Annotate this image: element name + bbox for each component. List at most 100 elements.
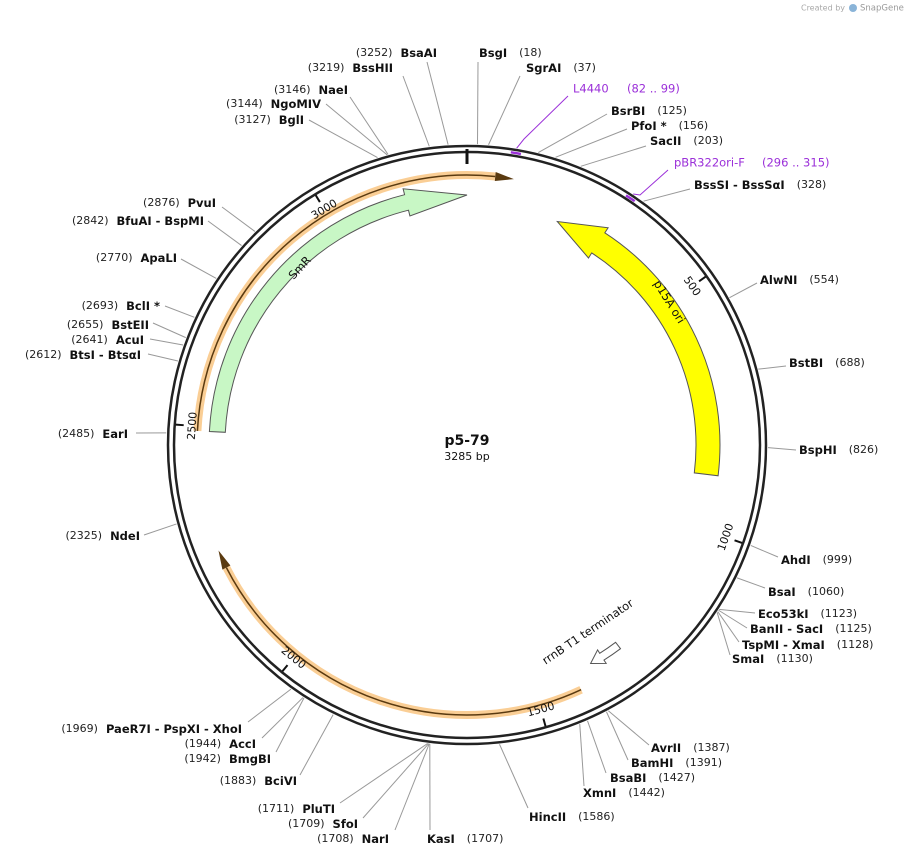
primer-name: pBR322ori-F <box>674 156 745 170</box>
site-label: (3144) NgoMIV <box>226 97 321 111</box>
site-name: SfoI <box>333 817 358 831</box>
site-leader <box>275 697 305 753</box>
site-label: BstBI (688) <box>789 356 865 370</box>
site-position: (1969) <box>61 722 98 735</box>
site-leader <box>717 611 740 643</box>
feature-highlight <box>222 565 583 719</box>
site-leader <box>149 338 184 346</box>
tick-mark <box>734 539 743 544</box>
site-position: (125) <box>657 104 687 117</box>
site-name: AhdI <box>781 553 811 567</box>
site-position: (1130) <box>776 652 813 665</box>
site-leader <box>402 75 430 147</box>
site-name: PaeR7I - PspXI - XhoI <box>106 722 242 736</box>
site-label: TspMI - XmaI (1128) <box>742 638 873 652</box>
site-leader <box>394 743 430 831</box>
site-label: AvrII (1387) <box>651 741 730 755</box>
tick-mark <box>281 664 289 672</box>
site-position: (2612) <box>25 348 62 361</box>
site-name: BsrBI <box>611 104 645 118</box>
site-position: (1060) <box>808 585 845 598</box>
site-name: NgoMIV <box>271 97 321 111</box>
site-position: (1944) <box>185 737 222 750</box>
site-position: (554) <box>809 273 839 286</box>
primer-site <box>625 194 636 203</box>
site-name: PvuI <box>188 196 216 210</box>
feature-line <box>196 174 496 431</box>
site-leader <box>325 103 388 156</box>
site-label: BsaI (1060) <box>768 585 844 599</box>
site-label: (1709) SfoI <box>288 817 358 831</box>
site-label: (2655) BstEII <box>67 318 149 332</box>
site-position: (1586) <box>578 810 615 823</box>
site-name: BssSI - BssSαI <box>694 178 785 192</box>
site-leader <box>247 688 292 723</box>
tick-mark <box>175 423 184 427</box>
site-label: (2693) BclI * <box>82 299 160 313</box>
site-name: BsgI <box>479 46 507 60</box>
site-label: SacII (203) <box>650 134 723 148</box>
site-leader <box>587 720 607 774</box>
site-name: Eco53kI <box>758 607 809 621</box>
site-label: (1711) PluTI <box>258 802 335 816</box>
primer-site <box>510 151 522 156</box>
site-label: HincII (1586) <box>529 810 615 824</box>
site-leader <box>308 119 378 159</box>
feature-label: rrnB T1 terminator <box>539 596 636 668</box>
site-name: BstBI <box>789 356 823 370</box>
site-leader <box>767 447 797 451</box>
site-position: (3146) <box>274 83 311 96</box>
site-label: BanII - SacI (1125) <box>750 622 872 636</box>
site-label: BssSI - BssSαI (328) <box>694 178 826 192</box>
site-position: (1125) <box>835 622 872 635</box>
site-leader <box>580 145 647 167</box>
watermark-icon <box>849 4 857 12</box>
site-position: (156) <box>679 119 709 132</box>
primer-range: (296 .. 315) <box>762 156 830 170</box>
site-name: HincII <box>529 810 566 824</box>
primer-name: L4440 <box>573 82 609 96</box>
feature-smr <box>208 188 468 433</box>
site-leader <box>499 744 529 809</box>
site-leader <box>718 609 748 629</box>
site-name: SmaI <box>732 652 764 666</box>
site-name: BfuAI - BspMI <box>117 214 204 228</box>
feature-p15a-ori <box>556 220 721 477</box>
site-leader <box>607 710 650 746</box>
site-name: TspMI - XmaI <box>742 638 825 652</box>
site-name: XmnI <box>583 786 616 800</box>
site-position: (1387) <box>693 741 730 754</box>
site-position: (3252) <box>356 46 393 59</box>
site-label: (1708) NarI <box>317 832 389 846</box>
site-leader <box>152 322 187 339</box>
site-label: (2612) BtsI - BtsαI <box>25 348 141 362</box>
site-leader <box>579 724 585 787</box>
site-position: (2770) <box>96 251 133 264</box>
site-leader <box>339 743 428 804</box>
site-label: (2842) BfuAI - BspMI <box>72 214 204 228</box>
site-name: ApaLI <box>141 251 178 265</box>
site-leader <box>605 711 629 761</box>
site-label: (2641) AcuI <box>71 333 144 347</box>
site-leader <box>729 282 758 299</box>
site-position: (1707) <box>467 832 504 845</box>
site-label: BspHI (826) <box>799 443 878 457</box>
site-name: NaeI <box>319 83 348 97</box>
site-position: (37) <box>573 61 596 74</box>
site-label: SmaI (1130) <box>732 652 813 666</box>
feature-line <box>225 567 582 716</box>
site-label: (1944) AccI <box>185 737 256 751</box>
site-label: (3127) BglI <box>234 113 304 127</box>
site-label: (1969) PaeR7I - PspXI - XhoI <box>61 722 242 736</box>
site-label: BsrBI (125) <box>611 104 687 118</box>
tick-label: 1000 <box>715 522 737 553</box>
site-position: (1942) <box>184 752 221 765</box>
site-leader <box>716 612 731 656</box>
tick-mark <box>698 275 707 283</box>
site-label: (1883) BciVI <box>220 774 297 788</box>
site-position: (3144) <box>226 97 263 110</box>
site-position: (1128) <box>837 638 874 651</box>
site-leader <box>750 545 779 558</box>
